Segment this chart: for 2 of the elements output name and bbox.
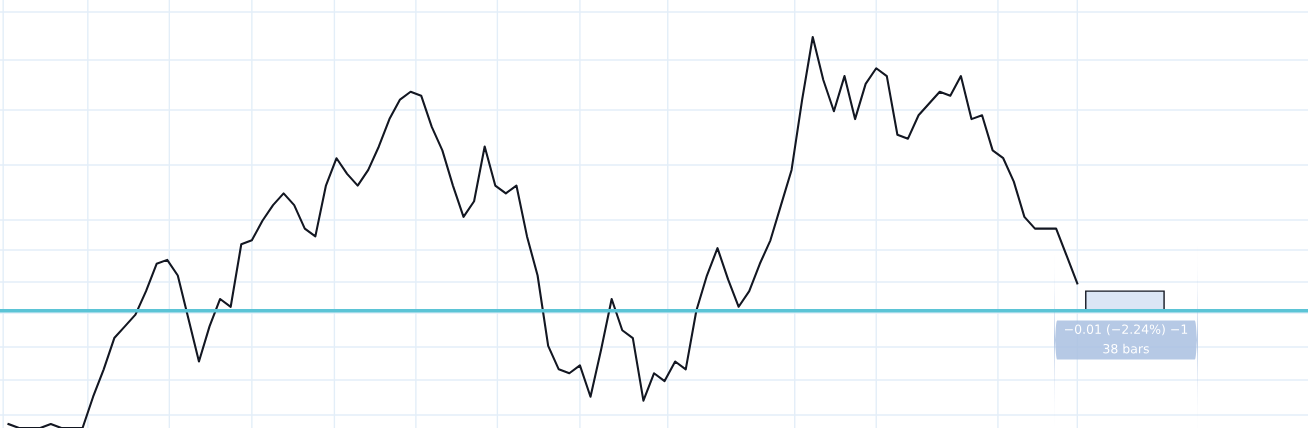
text: 38 bars	[1103, 343, 1149, 354]
annotation: −0.01 (−2.24%) −1	[1065, 324, 1188, 336]
